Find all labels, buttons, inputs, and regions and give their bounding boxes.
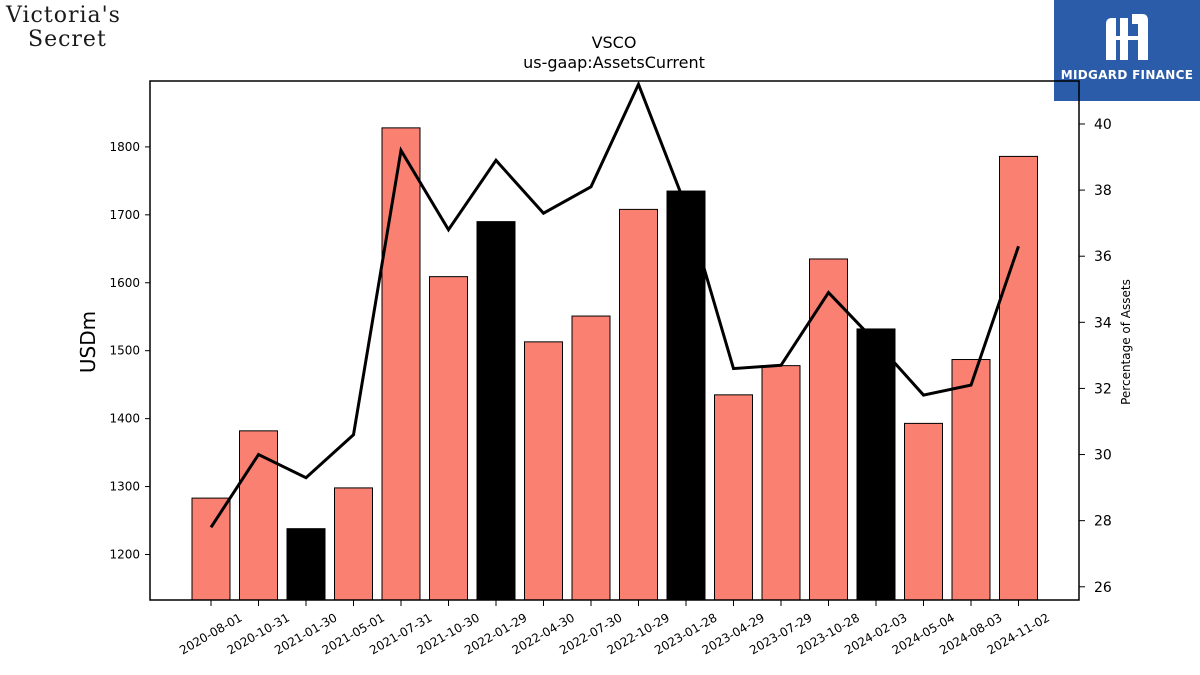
y-tick-label: 1500 (109, 344, 140, 358)
brand-line2: Secret (28, 27, 107, 52)
chart-title: VSCO (592, 33, 637, 52)
bar-2024-11-02 (999, 155, 1038, 601)
y2-tick-label: 26 (1094, 580, 1112, 596)
y-tick-label: 1600 (109, 276, 140, 290)
midgard-finance-badge: MIDGARD FINANCE (1054, 0, 1200, 101)
bar-2023-07-29 (761, 365, 801, 601)
victorias-secret-logo: Victoria's Secret (6, 4, 121, 52)
bar-2021-01-30 (286, 528, 326, 601)
y2-tick-label: 34 (1094, 315, 1112, 331)
bar-2023-10-28 (809, 258, 848, 601)
bar-2022-04-30 (524, 341, 563, 601)
bar-2024-02-03 (856, 328, 896, 601)
y-tick-label: 1800 (109, 140, 140, 154)
midgard-logo-icon (1106, 14, 1148, 60)
y2-axis-label: Percentage of Assets (1119, 279, 1133, 405)
y2-tick-label: 38 (1094, 183, 1112, 199)
y2-tick-label: 36 (1094, 249, 1112, 265)
y-tick-label: 1400 (109, 412, 140, 426)
bar-2021-10-30 (429, 276, 468, 601)
y-tick-label: 1300 (109, 480, 140, 494)
chart-subtitle: us-gaap:AssetsCurrent (523, 53, 705, 72)
y2-tick-label: 40 (1094, 117, 1112, 133)
percentage-line (209, 80, 1020, 529)
y2-tick-label: 28 (1094, 514, 1112, 530)
y-axis-label: USDm (76, 311, 100, 373)
bar-2024-05-04 (904, 422, 943, 601)
bar-2022-01-29 (476, 221, 516, 601)
y2-tick-label: 30 (1094, 448, 1112, 464)
y-tick-label: 1700 (109, 208, 140, 222)
bar-2020-10-31 (239, 430, 278, 601)
brand-line1: Victoria's (6, 3, 121, 28)
bar-2023-01-28 (666, 190, 706, 601)
y2-tick-label: 32 (1094, 381, 1112, 397)
y-tick-label: 1200 (109, 547, 140, 561)
bar-2022-07-30 (571, 315, 611, 601)
bar-2021-05-01 (334, 487, 373, 601)
bar-2023-04-29 (714, 394, 753, 601)
partner-name: MIDGARD FINANCE (1060, 68, 1194, 82)
bar-2021-07-31 (381, 127, 421, 601)
bar-2020-08-01 (191, 497, 231, 601)
bar-2024-08-03 (951, 359, 991, 601)
plot-frame (149, 80, 1080, 601)
bar-2022-10-29 (619, 208, 658, 601)
